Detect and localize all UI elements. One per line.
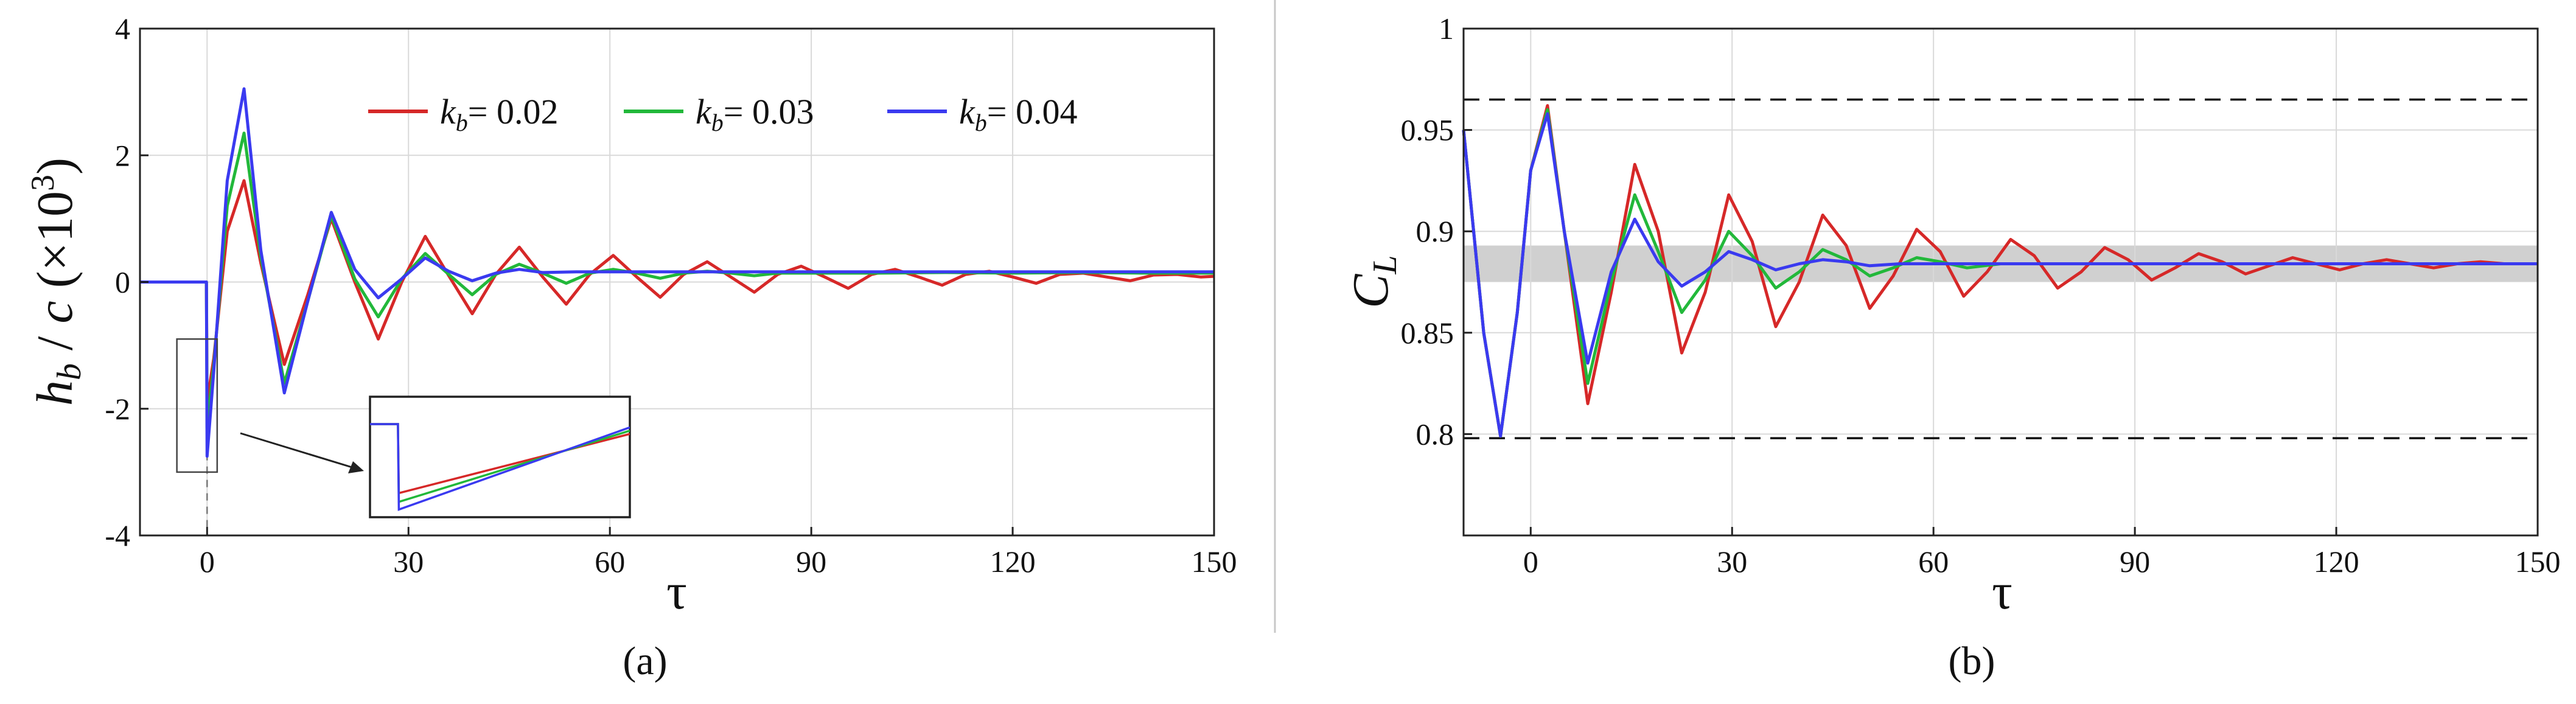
series-line	[140, 179, 1215, 404]
y-tick-label: -2	[105, 392, 130, 426]
x-tick-label: 120	[2314, 545, 2359, 579]
x-tick-label: 120	[990, 545, 1036, 579]
x-tick-label: 30	[393, 545, 424, 579]
x-tick-label: 0	[200, 545, 215, 579]
plot-area-a	[139, 27, 1215, 537]
x-axis-title-b: τ	[1992, 563, 2012, 620]
series-lines-b	[1462, 104, 2538, 438]
x-axis-title-a: τ	[666, 563, 687, 620]
y-tick-label: 0.8	[1416, 417, 1454, 451]
y-axis-title-a: hb / c (×103)	[24, 158, 88, 406]
plot-area-b	[1462, 27, 2539, 537]
x-tick-label: 150	[2515, 545, 2561, 579]
x-tick-label: 90	[796, 545, 826, 579]
series-line	[140, 87, 1214, 458]
inset-series-line	[370, 423, 630, 511]
x-tick-label: 60	[1918, 545, 1949, 579]
y-tick-label: 0.95	[1401, 113, 1454, 147]
x-tick-label: 150	[1192, 545, 1237, 579]
y-tick-label: 2	[115, 138, 130, 172]
inset-series	[370, 423, 630, 511]
reference-lines-b	[1464, 98, 2538, 439]
y-tick-label: 0	[115, 265, 130, 299]
plot-frame-b	[1462, 27, 2539, 537]
inset-arrow-head	[348, 461, 364, 473]
y-tick-label: 0.85	[1401, 316, 1454, 350]
tick-labels-b: 0 30 60 90 120 150 0.8 0.85 0.9 0.95 1	[1401, 12, 2561, 579]
inset-arrow-line	[240, 432, 357, 470]
series-line	[1462, 104, 2538, 438]
legend-label: kb= 0.02	[440, 92, 558, 136]
y-axis-title-b: CL	[1342, 255, 1404, 308]
y-tick-label: 1	[1439, 12, 1454, 46]
legend-a: kb= 0.02 kb= 0.03 kb= 0.04	[368, 92, 1077, 136]
panel-label-a: (a)	[623, 639, 667, 683]
zoom-region-box	[176, 338, 218, 473]
panel-label-b: (b)	[1949, 639, 1995, 683]
x-tick-label: 30	[1717, 545, 1747, 579]
tick-labels-a: 0 30 60 90 120 150 -4 -2 0 2 4	[105, 12, 1237, 579]
x-tick-label: 0	[1523, 545, 1538, 579]
legend-label: kb= 0.04	[959, 92, 1077, 136]
series-lines-a	[140, 87, 1215, 458]
inset-a	[176, 338, 631, 518]
x-tick-label: 90	[2120, 545, 2150, 579]
y-axis-title-b-text: CL	[1342, 255, 1404, 308]
y-tick-label: 0.9	[1416, 214, 1454, 248]
chart-panel-b: 0 30 60 90 120 150 0.8 0.85 0.9 0.95 1 τ CL (b)	[1342, 12, 2561, 683]
series-line	[1462, 112, 2538, 438]
y-tick-label: -4	[105, 518, 130, 552]
y-axis-title-a-text: hb / c (×103)	[24, 158, 88, 406]
x-tick-label: 60	[595, 545, 625, 579]
legend-label: kb= 0.03	[696, 92, 814, 136]
y-tick-label: 4	[115, 12, 130, 46]
